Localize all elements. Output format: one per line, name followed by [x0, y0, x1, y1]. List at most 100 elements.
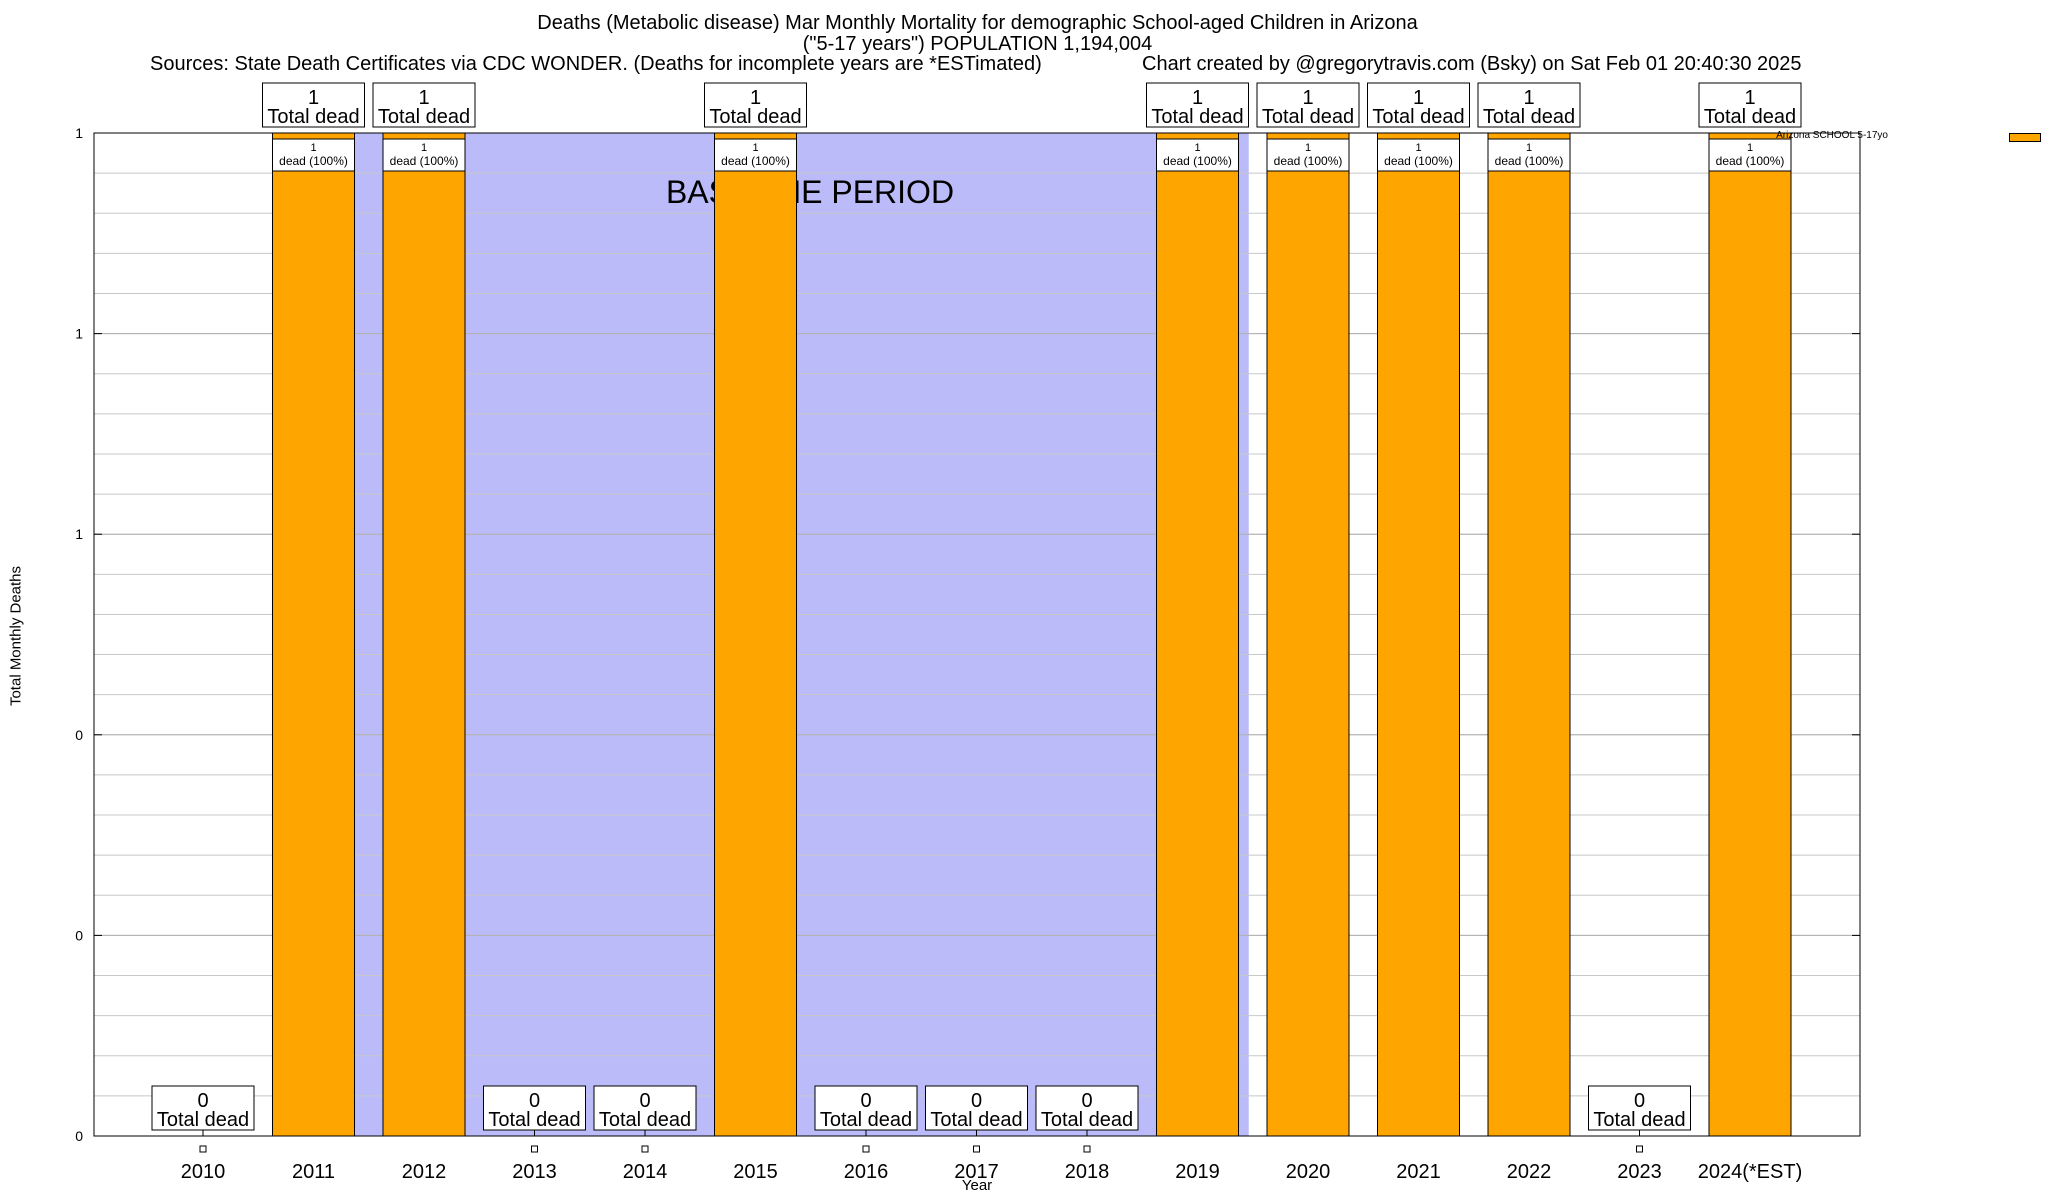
zero-marker: [1636, 1145, 1643, 1153]
y-tick-label: 0: [75, 927, 83, 943]
x-tick-label: 2016: [844, 1161, 889, 1183]
bar-inner-label-box: [1377, 138, 1460, 172]
chart-subtitle: ("5-17 years") POPULATION 1,194,004: [802, 33, 1153, 55]
bar-top-label: Total dead: [599, 1109, 691, 1131]
bar-inner-label: dead (100%): [721, 154, 790, 168]
bar-top-label: Total dead: [267, 106, 359, 128]
x-tick-label: 2023: [1617, 1161, 1662, 1183]
baseline-region: [352, 133, 1249, 1136]
bar-top-value: 1: [1523, 87, 1534, 109]
x-tick-label: 2015: [733, 1161, 778, 1183]
bar-top-value: 1: [1302, 87, 1313, 109]
bar-top-label: Total dead: [1593, 1109, 1685, 1131]
bar-top-label: Total dead: [1372, 106, 1464, 128]
bar: [1708, 132, 1792, 1137]
bar-top-value: 0: [197, 1090, 208, 1112]
bar-inner-label-box: [1487, 138, 1571, 172]
bar-inner-label: dead (100%): [1274, 154, 1343, 168]
x-axis-label: Year: [961, 1177, 993, 1194]
bar-top-label: Total dead: [488, 1109, 580, 1131]
bar-top-value: 1: [1413, 87, 1424, 109]
bar-top-label-box: [1256, 82, 1360, 128]
bar: [1487, 132, 1571, 1137]
baseline-label: BASELINE PERIOD: [666, 174, 954, 210]
bar-top-label: Total dead: [1262, 106, 1354, 128]
bar-inner-value: 1: [310, 142, 316, 154]
bar-top-value: 1: [750, 87, 761, 109]
bar-top-label-box: [925, 1085, 1028, 1131]
x-tick-label: 2013: [512, 1161, 557, 1183]
bar-top-label: Total dead: [709, 106, 801, 128]
bar-inner-value: 1: [1526, 142, 1532, 154]
x-tick-label: 2014: [623, 1161, 668, 1183]
bar-top-value: 0: [1081, 1090, 1092, 1112]
y-tick-label: 1: [75, 326, 83, 342]
bar-top-label-box: [151, 1085, 255, 1131]
bar-top-label: Total dead: [157, 1109, 249, 1131]
bar-top-label-box: [483, 1085, 586, 1131]
bar-inner-value: 1: [1747, 142, 1753, 154]
zero-marker: [641, 1145, 649, 1153]
bar: [1266, 132, 1350, 1137]
x-tick-label: 2010: [181, 1161, 226, 1183]
bar-inner-label-box: [1266, 138, 1350, 172]
bar-top-value: 0: [639, 1090, 650, 1112]
x-tick-label: 2024(*EST): [1698, 1161, 1803, 1183]
bar-inner-label-box: [1156, 138, 1239, 172]
bar-top-value: 1: [418, 87, 429, 109]
bar-top-label-box: [372, 82, 476, 128]
bar-top-label: Total dead: [1151, 106, 1243, 128]
x-tick-label: 2022: [1507, 1161, 1552, 1183]
y-tick-label: 0: [75, 727, 83, 743]
bar-inner-label: dead (100%): [1163, 154, 1232, 168]
x-tick-label: 2017: [954, 1161, 999, 1183]
x-tick-label: 2012: [402, 1161, 447, 1183]
bar-top-label: Total dead: [930, 1109, 1022, 1131]
bar-inner-label: dead (100%): [279, 154, 348, 168]
bar-inner-label-box: [714, 138, 797, 172]
bar-inner-value: 1: [1305, 142, 1311, 154]
y-tick-label: 1: [75, 125, 83, 141]
bar-top-value: 1: [1744, 87, 1755, 109]
y-tick-label: 1: [75, 526, 83, 542]
bar-inner-value: 1: [1415, 142, 1421, 154]
chart-title: Deaths (Metabolic disease) Mar Monthly M…: [537, 12, 1418, 34]
plot-border: [93, 132, 1861, 1137]
bar-top-value: 1: [1192, 87, 1203, 109]
bar: [382, 132, 466, 1137]
bar-top-label-box: [814, 1085, 918, 1131]
zero-marker: [862, 1145, 870, 1153]
bar-inner-value: 1: [752, 142, 758, 154]
bar-top-label: Total dead: [378, 106, 470, 128]
bar-inner-label-box: [272, 138, 355, 172]
chart-credit: Chart created by @gregorytravis.com (Bsk…: [1142, 53, 1802, 75]
bar-top-label: Total dead: [820, 1109, 912, 1131]
bar-top-label: Total dead: [1483, 106, 1575, 128]
bar-top-label-box: [593, 1085, 697, 1131]
bar-top-value: 0: [860, 1090, 871, 1112]
x-tick-label: 2011: [292, 1161, 335, 1183]
y-axis-label: Total Monthly Deaths: [7, 565, 25, 707]
bar-top-label: Total dead: [1704, 106, 1796, 128]
bar-top-value: 0: [529, 1090, 540, 1112]
bar-top-label-box: [1588, 1085, 1691, 1131]
zero-marker: [1083, 1145, 1091, 1153]
bar-inner-label: dead (100%): [390, 154, 459, 168]
bar-top-label-box: [1146, 82, 1249, 128]
x-tick-label: 2021: [1396, 1161, 1441, 1183]
bar: [1156, 132, 1239, 1137]
legend-swatch: [2009, 133, 2041, 142]
zero-marker: [199, 1145, 207, 1153]
zero-marker: [973, 1145, 980, 1153]
bar-inner-value: 1: [421, 142, 427, 154]
x-tick-label: 2018: [1065, 1161, 1110, 1183]
bar-top-label-box: [1035, 1085, 1139, 1131]
bar-top-value: 1: [308, 87, 319, 109]
bar-top-label-box: [1698, 82, 1802, 128]
legend-label: Arizona SCHOOL 5-17yo: [1776, 130, 1888, 141]
bar-inner-label: dead (100%): [1384, 154, 1453, 168]
bar-inner-label: dead (100%): [1716, 154, 1785, 168]
bar-top-label-box: [704, 82, 807, 128]
bar-inner-label: dead (100%): [1495, 154, 1564, 168]
